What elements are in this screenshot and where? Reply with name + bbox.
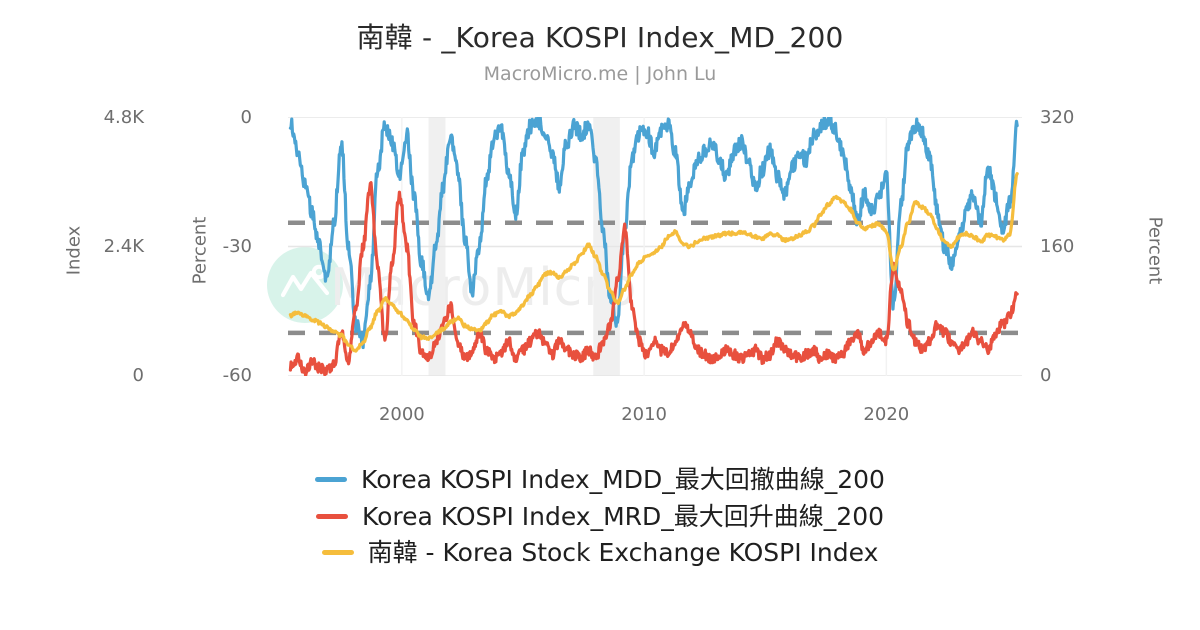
tick-percent-left-2: -60 bbox=[222, 365, 252, 386]
plot-svg bbox=[288, 117, 1022, 376]
tick-percent-right-1: 160 bbox=[1040, 236, 1075, 257]
legend-item-mrd[interactable]: Korea KOSPI Index_MRD_最大回升曲線_200 bbox=[315, 501, 885, 531]
tick-index-0: 4.8K bbox=[103, 107, 144, 128]
series-group-kospi bbox=[288, 172, 1019, 353]
tick-percent-left-0: 0 bbox=[240, 107, 252, 128]
axis-title-percent-right: Percent bbox=[1144, 216, 1166, 285]
legend-swatch-mdd bbox=[315, 477, 348, 483]
tick-x-1: 2010 bbox=[621, 404, 667, 425]
page-title: 南韓 - _Korea KOSPI Index_MD_200 bbox=[356, 21, 844, 54]
tick-percent-left-1: -30 bbox=[222, 236, 252, 257]
series-line-mrd bbox=[288, 181, 1019, 376]
series-line-kospi bbox=[288, 172, 1019, 353]
legend-label-kospi: 南韓 - Korea Stock Exchange KOSPI Index bbox=[367, 538, 879, 567]
legend-item-mdd[interactable]: Korea KOSPI Index_MDD_最大回撤曲線_200 bbox=[315, 466, 885, 494]
chart-subtitle: MacroMicro.me | John Lu bbox=[483, 63, 717, 85]
axis-title-index: Index bbox=[63, 225, 85, 276]
legend-swatch-kospi bbox=[321, 550, 354, 556]
tick-percent-right-2: 0 bbox=[1040, 365, 1052, 386]
tick-index-2: 0 bbox=[132, 365, 144, 386]
legend-swatch-mrd bbox=[315, 513, 348, 519]
legend-label-mdd: Korea KOSPI Index_MDD_最大回撤曲線_200 bbox=[361, 465, 885, 494]
legend-label-mrd: Korea KOSPI Index_MRD_最大回升曲線_200 bbox=[361, 501, 885, 531]
chart-legend: Korea KOSPI Index_MDD_最大回撤曲線_200 Korea KO… bbox=[0, 466, 1200, 567]
axis-title-percent-left: Percent bbox=[189, 216, 211, 285]
tick-index-1: 2.4K bbox=[103, 236, 144, 257]
tick-x-2: 2020 bbox=[863, 404, 910, 425]
plot-area bbox=[288, 117, 1022, 376]
legend-item-kospi[interactable]: 南韓 - Korea Stock Exchange KOSPI Index bbox=[321, 538, 879, 567]
tick-percent-right-0: 320 bbox=[1040, 107, 1075, 128]
series-group-mrd bbox=[288, 181, 1019, 376]
tick-x-0: 2000 bbox=[378, 404, 425, 425]
